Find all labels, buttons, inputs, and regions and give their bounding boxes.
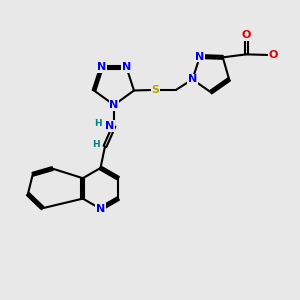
Text: O: O [269, 50, 278, 60]
Text: N: N [122, 62, 131, 72]
Text: N: N [188, 74, 197, 84]
Text: H: H [92, 140, 100, 149]
Text: O: O [242, 30, 251, 40]
Text: N: N [110, 100, 118, 110]
Text: N: N [96, 204, 105, 214]
Text: H: H [94, 119, 102, 128]
Text: N: N [195, 52, 205, 61]
Text: N: N [105, 121, 114, 131]
Text: S: S [152, 85, 160, 95]
Text: N: N [97, 62, 106, 72]
